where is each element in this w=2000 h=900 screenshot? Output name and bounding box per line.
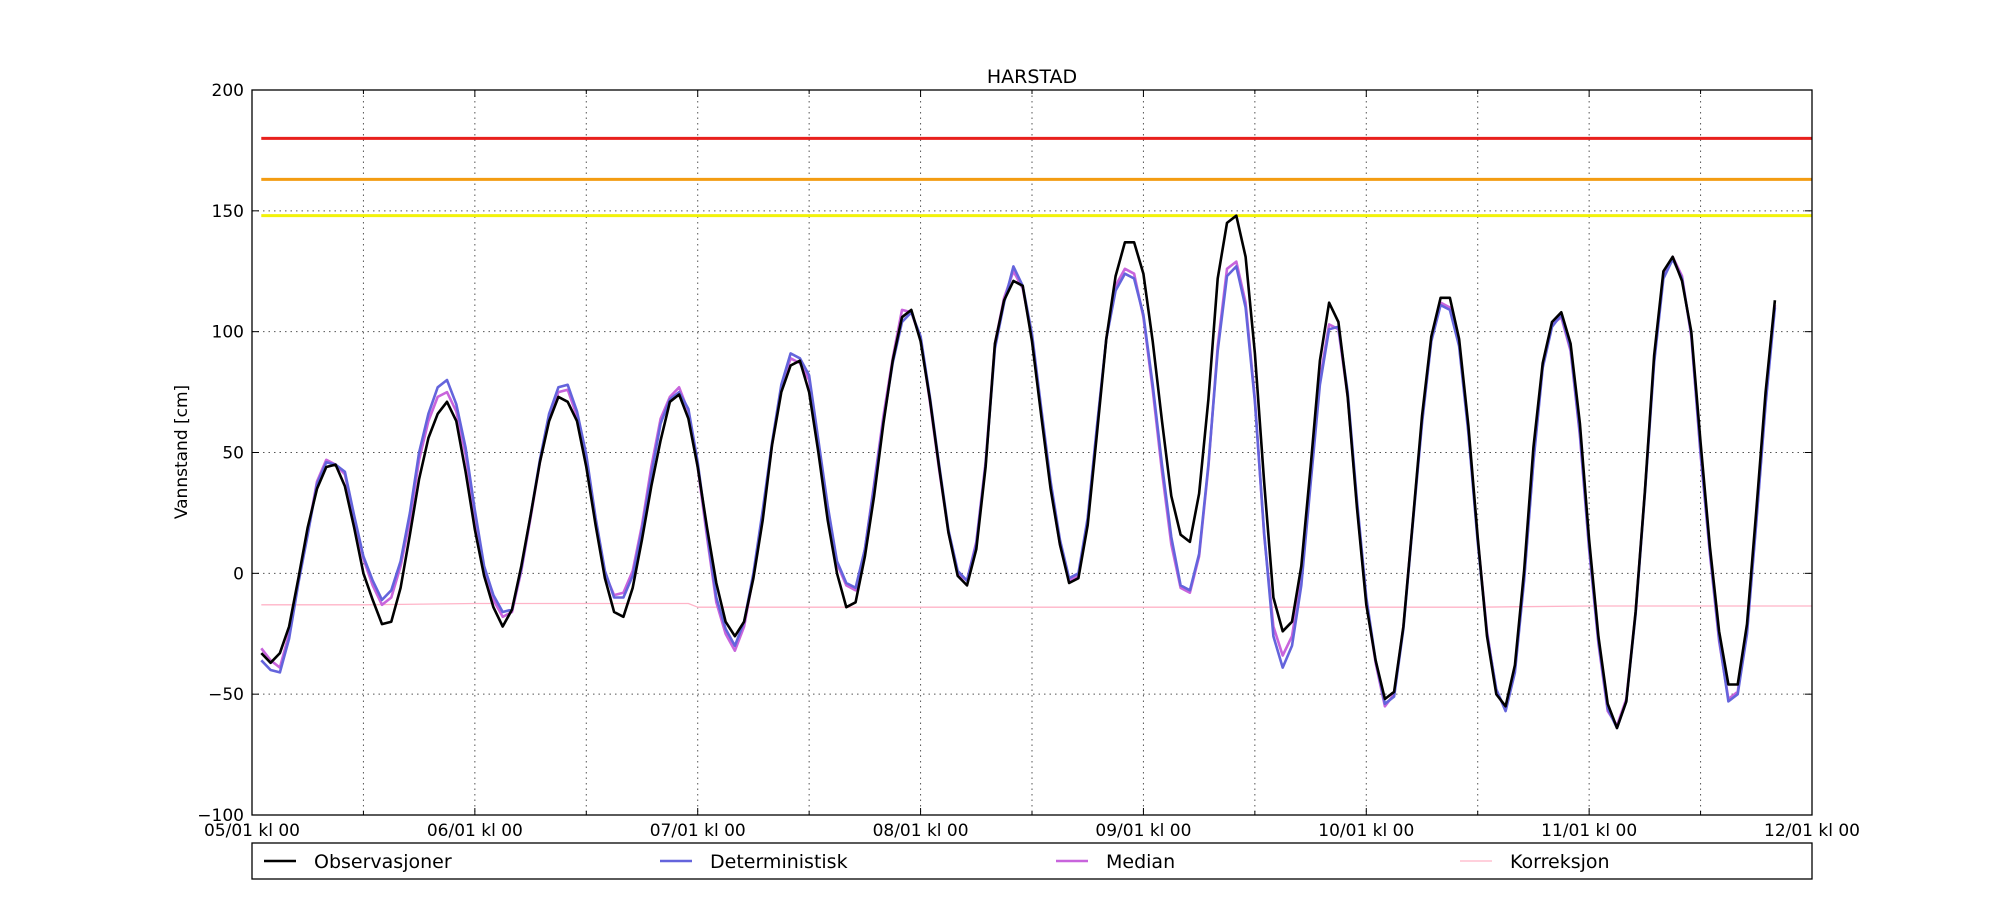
series-line-observasjoner [260, 214, 1777, 730]
series-lines [260, 214, 1812, 730]
x-tick-label: 05/01 kl 00 [204, 821, 300, 841]
threshold-lines [261, 136, 1812, 218]
y-tick-label: 200 [212, 81, 244, 101]
y-tick-label: 150 [212, 202, 244, 222]
legend-box [251, 842, 1813, 880]
x-tick-label: 08/01 kl 00 [873, 821, 969, 841]
series-line-korreksjon [261, 602, 1812, 608]
y-tick-label: −50 [208, 685, 244, 705]
chart-title: HARSTAD [987, 66, 1077, 88]
series-line-median [260, 255, 1777, 727]
legend-label: Median [1106, 851, 1175, 873]
y-tick-label: 50 [222, 444, 244, 464]
x-tick-label: 09/01 kl 00 [1095, 821, 1191, 841]
legend-label: Deterministisk [710, 851, 848, 873]
x-tick-label: 07/01 kl 00 [650, 821, 746, 841]
legend-label: Observasjoner [314, 851, 452, 873]
legend-label: Korreksjon [1510, 851, 1610, 873]
x-tick-label: 11/01 kl 00 [1541, 821, 1637, 841]
x-tick-label: 10/01 kl 00 [1318, 821, 1414, 841]
legend: Observasjoner Deterministisk Median Korreks… [251, 842, 1813, 880]
y-tick-label: −100 [197, 806, 244, 826]
x-tick-label: 12/01 kl 00 [1764, 821, 1860, 841]
x-tick-label: 06/01 kl 00 [427, 821, 523, 841]
y-axis-label: Vannstand [cm] [172, 385, 192, 519]
series-line-deterministisk [260, 257, 1777, 730]
y-tick-label: 0 [233, 564, 244, 584]
grid [252, 90, 1812, 815]
axis-ticks: −100 −50 0 50 100 150 200 05/01 kl 00 06/01 kl 0… [197, 81, 1860, 841]
y-tick-label: 100 [212, 323, 244, 343]
